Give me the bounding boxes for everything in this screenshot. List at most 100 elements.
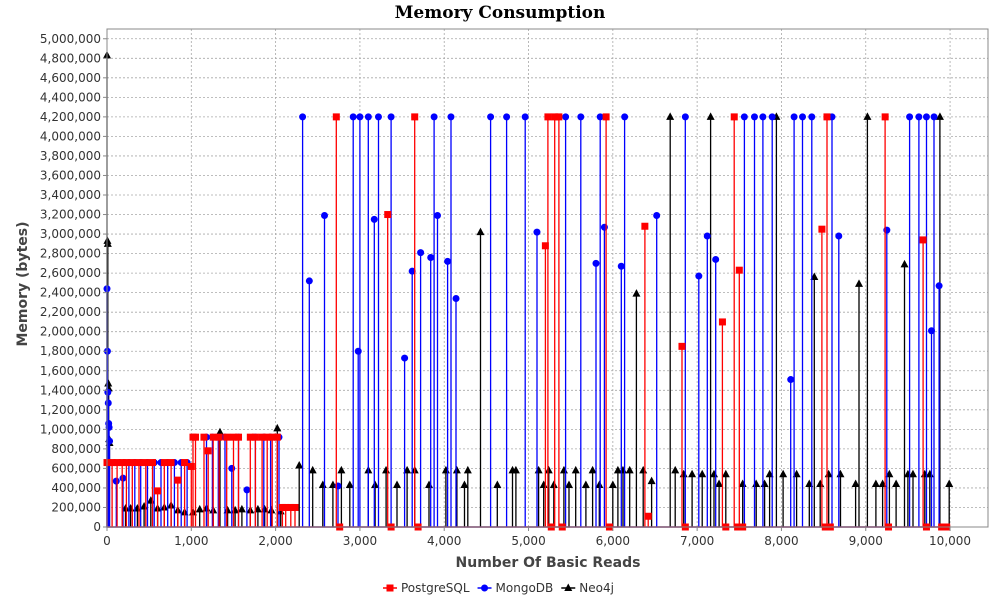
data-point-neo4j xyxy=(892,479,901,488)
data-point-neo4j xyxy=(666,112,675,120)
data-point-neo4j xyxy=(564,480,573,489)
data-point-postgresql xyxy=(544,113,552,121)
data-point-neo4j xyxy=(935,112,944,120)
data-point-neo4j xyxy=(721,469,730,478)
y-tick-label: 5,000,000 xyxy=(40,32,101,46)
data-point-neo4j xyxy=(595,480,604,489)
data-point-mongodb xyxy=(935,282,943,290)
data-point-postgresql xyxy=(160,459,168,467)
x-tick-label: 4,000 xyxy=(427,534,461,548)
data-point-mongodb xyxy=(408,267,416,275)
data-point-mongodb xyxy=(433,212,441,220)
data-point-mongodb xyxy=(356,113,364,121)
legend-marker-postgresql xyxy=(386,584,394,592)
data-point-neo4j xyxy=(647,476,656,485)
data-point-postgresql xyxy=(555,113,563,121)
data-point-mongodb xyxy=(104,399,112,407)
data-point-neo4j xyxy=(476,227,485,236)
data-point-neo4j xyxy=(103,239,112,247)
data-point-neo4j xyxy=(337,465,346,474)
data-point-mongodb xyxy=(354,347,362,355)
y-tick-label: 200,000 xyxy=(51,500,101,514)
data-point-postgresql xyxy=(258,433,266,441)
data-point-mongodb xyxy=(521,113,529,121)
data-point-mongodb xyxy=(321,212,329,220)
data-point-postgresql xyxy=(602,113,610,121)
data-point-mongodb xyxy=(621,113,629,121)
data-point-postgresql xyxy=(215,433,223,441)
data-point-postgresql xyxy=(149,459,157,467)
data-point-neo4j xyxy=(267,505,276,514)
data-point-mongodb xyxy=(759,113,767,121)
data-point-mongodb xyxy=(790,113,798,121)
x-tick-label: 7,000 xyxy=(680,534,714,548)
data-point-neo4j xyxy=(581,480,590,489)
data-point-neo4j xyxy=(393,480,402,489)
data-point-mongodb xyxy=(349,113,357,121)
data-point-mongodb xyxy=(364,113,372,121)
data-point-postgresql xyxy=(154,487,162,495)
data-point-postgresql xyxy=(229,433,237,441)
data-point-neo4j xyxy=(195,504,204,513)
data-point-postgresql xyxy=(108,459,116,467)
data-point-neo4j xyxy=(613,465,622,474)
data-point-postgresql xyxy=(718,318,726,326)
data-point-postgresql xyxy=(263,433,271,441)
data-point-mongodb xyxy=(930,113,938,121)
data-point-neo4j xyxy=(908,469,917,478)
data-point-mongodb xyxy=(906,113,914,121)
data-point-postgresql xyxy=(291,503,299,511)
data-point-postgresql xyxy=(551,113,559,121)
y-tick-label: 3,800,000 xyxy=(40,149,101,163)
data-point-mongodb xyxy=(374,113,382,121)
data-point-postgresql xyxy=(818,225,826,233)
data-point-mongodb xyxy=(370,215,378,223)
data-point-mongodb xyxy=(768,113,776,121)
data-point-postgresql xyxy=(644,512,652,520)
x-axis-ticks: 0 1,000 2,000 3,000 4,000 5,000 6,000 7,000 8,00… xyxy=(103,527,971,548)
data-point-mongodb xyxy=(503,113,511,121)
data-point-neo4j xyxy=(371,480,380,489)
data-point-mongodb xyxy=(928,327,936,335)
data-point-postgresql xyxy=(678,342,686,350)
data-point-postgresql xyxy=(223,433,231,441)
data-point-mongodb xyxy=(922,113,930,121)
x-tick-label: 10,000 xyxy=(929,534,971,548)
data-point-neo4j xyxy=(295,460,304,469)
data-point-neo4j xyxy=(215,427,224,436)
y-tick-label: 2,600,000 xyxy=(40,266,101,280)
legend-marker-neo4j xyxy=(564,583,573,591)
legend-label: PostgreSQL xyxy=(401,581,470,595)
data-point-neo4j xyxy=(608,480,617,489)
y-tick-label: 2,800,000 xyxy=(40,247,101,261)
data-point-neo4j xyxy=(345,480,354,489)
data-point-mongodb xyxy=(119,474,127,482)
data-point-mongodb xyxy=(228,464,236,472)
data-point-mongodb xyxy=(653,212,661,220)
y-tick-label: 2,200,000 xyxy=(40,305,101,319)
data-point-neo4j xyxy=(493,480,502,489)
data-point-neo4j xyxy=(511,465,520,474)
data-point-mongodb xyxy=(577,113,585,121)
data-point-neo4j xyxy=(871,479,880,488)
legend-label: Neo4j xyxy=(579,581,614,595)
data-point-neo4j xyxy=(571,465,580,474)
data-point-postgresql xyxy=(235,433,243,441)
data-point-mongodb xyxy=(112,477,120,485)
data-point-neo4j xyxy=(851,479,860,488)
data-point-postgresql xyxy=(181,459,189,467)
data-point-mongodb xyxy=(712,255,720,263)
x-axis-title: Number Of Basic Reads xyxy=(456,555,641,571)
y-axis-title: Memory (bytes) xyxy=(15,221,31,346)
data-point-neo4j xyxy=(863,112,872,120)
data-point-mongodb xyxy=(447,113,455,121)
data-point-postgresql xyxy=(200,433,208,441)
legend-item-neo4j: Neo4j xyxy=(561,581,614,595)
x-tick-label: 0 xyxy=(103,534,111,548)
data-point-mongodb xyxy=(740,113,748,121)
data-point-mongodb xyxy=(617,262,625,270)
x-tick-label: 8,000 xyxy=(764,534,798,548)
data-point-postgresql xyxy=(167,459,175,467)
data-point-neo4j xyxy=(698,469,707,478)
